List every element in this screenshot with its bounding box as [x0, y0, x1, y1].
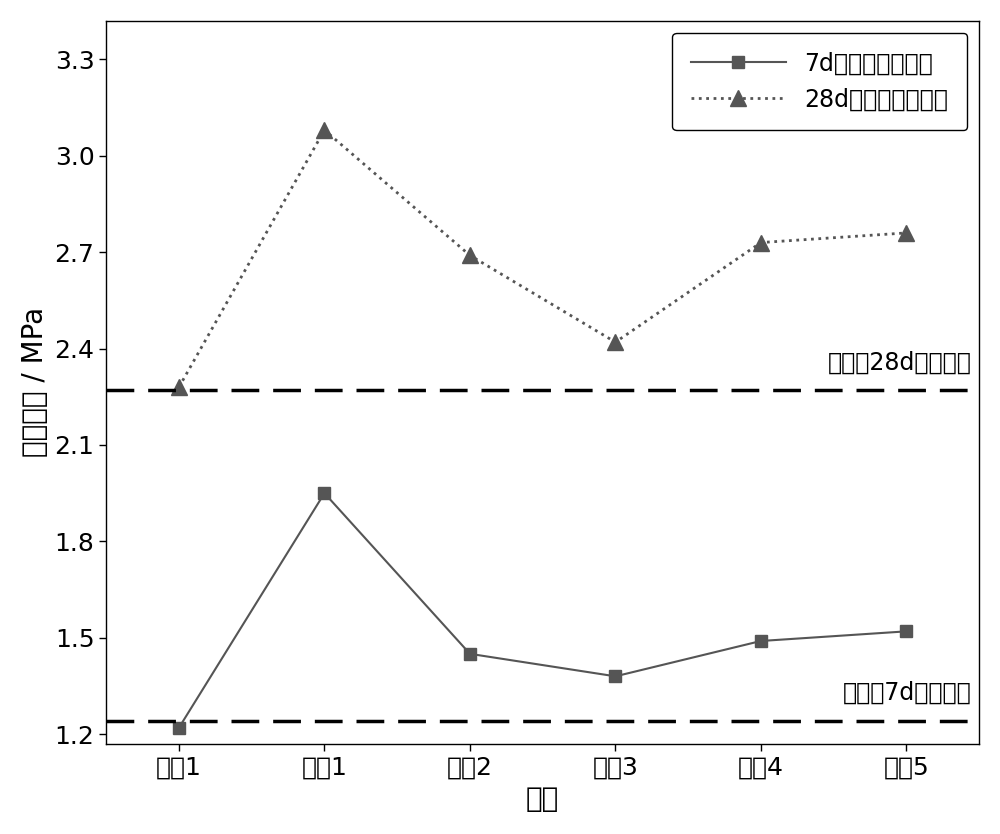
28d无侧限抗压强度: [318, 125, 330, 135]
7d无侧限抗压强度: [900, 626, 912, 636]
Line: 7d无侧限抗压强度: 7d无侧限抗压强度: [173, 487, 913, 734]
7d无侧限抗压强度: [755, 636, 767, 646]
7d无侧限抗压强度: [173, 723, 185, 733]
Line: 28d无侧限抗压强度: 28d无侧限抗压强度: [171, 123, 914, 394]
7d无侧限抗压强度: [318, 488, 330, 498]
28d无侧限抗压强度: [173, 382, 185, 392]
Text: 纯水波7d抗压强度: 纯水波7d抗压强度: [843, 681, 972, 706]
7d无侧限抗压强度: [464, 649, 476, 659]
28d无侧限抗压强度: [609, 337, 621, 347]
7d无侧限抗压强度: [609, 671, 621, 681]
Y-axis label: 抗压强度 / MPa: 抗压强度 / MPa: [21, 307, 49, 457]
28d无侧限抗压强度: [900, 228, 912, 238]
28d无侧限抗压强度: [755, 238, 767, 248]
Text: 纯水波28d抗压强度: 纯水波28d抗压强度: [828, 350, 972, 374]
X-axis label: 组别: 组别: [526, 785, 559, 813]
Legend: 7d无侧限抗压强度, 28d无侧限抗压强度: 7d无侧限抗压强度, 28d无侧限抗压强度: [672, 33, 967, 130]
28d无侧限抗压强度: [464, 250, 476, 260]
